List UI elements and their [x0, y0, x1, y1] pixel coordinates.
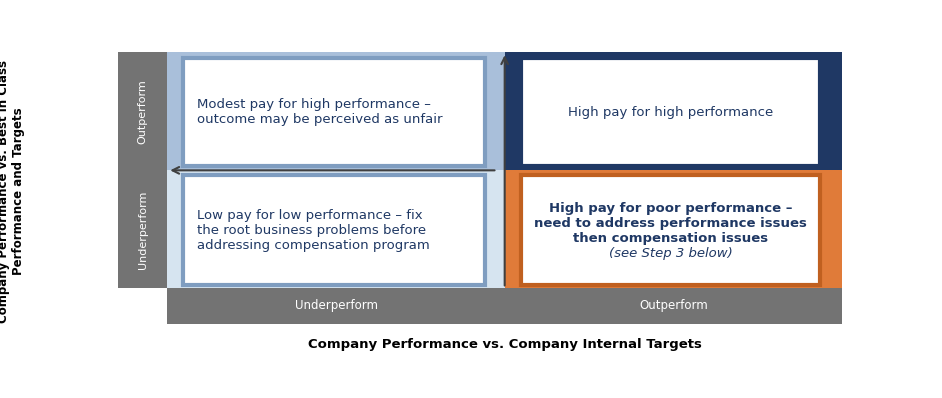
- Bar: [168, 170, 505, 288]
- Text: then compensation issues: then compensation issues: [573, 232, 768, 245]
- Text: Modest pay for high performance –
outcome may be perceived as unfair: Modest pay for high performance – outcom…: [197, 98, 442, 126]
- Bar: [118, 53, 168, 288]
- Text: need to address performance issues: need to address performance issues: [534, 217, 807, 230]
- Text: Company Performance vs. Company Internal Targets: Company Performance vs. Company Internal…: [308, 338, 702, 351]
- Bar: [168, 53, 505, 170]
- Text: High pay for high performance: High pay for high performance: [568, 106, 773, 119]
- Bar: [505, 53, 842, 170]
- Text: Underperform: Underperform: [138, 190, 148, 269]
- Bar: [168, 288, 842, 324]
- Bar: [505, 170, 842, 288]
- FancyBboxPatch shape: [521, 59, 820, 166]
- Text: Underperform: Underperform: [295, 299, 378, 312]
- Text: Company Performance vs. Best in Class
Performance and Targets: Company Performance vs. Best in Class Pe…: [0, 60, 25, 322]
- FancyBboxPatch shape: [184, 175, 485, 285]
- FancyBboxPatch shape: [521, 175, 820, 285]
- Text: High pay for poor performance –: High pay for poor performance –: [548, 202, 792, 215]
- Text: Outperform: Outperform: [639, 299, 707, 312]
- Text: Outperform: Outperform: [138, 79, 148, 144]
- Text: Low pay for low performance – fix
the root business problems before
addressing c: Low pay for low performance – fix the ro…: [197, 209, 430, 252]
- Text: (see Step 3 below): (see Step 3 below): [609, 248, 732, 260]
- FancyBboxPatch shape: [184, 59, 485, 166]
